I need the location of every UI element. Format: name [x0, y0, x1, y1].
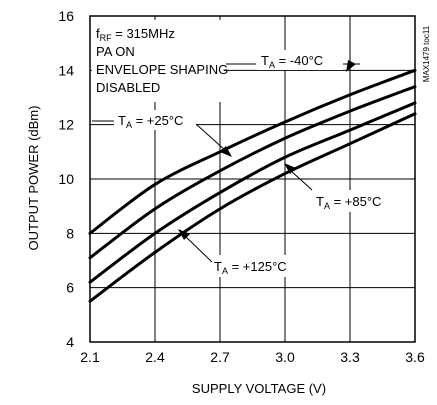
annotation-plus125: TA = +125°C [178, 229, 306, 277]
frequency-value: = 315MHz [112, 26, 175, 41]
annotation-minus40-value: = -40°C [275, 53, 323, 68]
side-label: MAX1479 toc11 [422, 25, 431, 82]
annotation-minus40-t: T [261, 53, 269, 68]
annotation-plus85-background [312, 190, 398, 212]
annotation-plus85-leader [289, 169, 313, 191]
conditions-block: fRF = 315MHz PA ON ENVELOPE SHAPING DISA… [92, 20, 228, 102]
annotation-plus125-leader [184, 235, 213, 263]
annotation-plus125-value: = +125°C [228, 259, 287, 274]
x-axis-title: SUPPLY VOLTAGE (V) [192, 381, 326, 396]
frequency-subscript: RF [100, 33, 112, 43]
annotation-plus85-label: TA = +85°C [316, 194, 381, 211]
condition-envelope-shaping: ENVELOPE SHAPING [96, 62, 228, 77]
annotation-plus25-value: = +25°C [132, 113, 183, 128]
x-tick-label: 3.0 [275, 349, 295, 365]
y-tick-label: 12 [58, 117, 74, 133]
y-tick-label: 10 [58, 171, 74, 187]
series-line-0 [88, 68, 417, 235]
annotation-plus25-t: T [118, 113, 126, 128]
annotation-plus85-arrow [284, 163, 296, 174]
annotation-plus125-t: T [214, 259, 222, 274]
annotation-plus25-background [114, 110, 196, 130]
conditions-background [92, 20, 224, 102]
annotation-plus85: TA = +85°C [284, 163, 398, 212]
annotation-minus40-sub: A [269, 60, 275, 70]
annotation-minus40: TA = -40°C [226, 50, 360, 72]
y-tick-label: 14 [58, 62, 74, 78]
series-line-2 [88, 101, 417, 284]
y-tick-label: 6 [66, 280, 74, 296]
x-tick-label: 2.4 [145, 349, 165, 365]
side-label-background [418, 16, 432, 88]
annotation-plus125-arrow [178, 229, 190, 240]
annotation-plus125-label: TA = +125°C [214, 259, 287, 276]
x-tick-label: 2.1 [80, 349, 100, 365]
annotation-plus25-arrow [220, 146, 232, 157]
condition-frequency: fRF = 315MHz [96, 26, 175, 43]
y-tick-label: 8 [66, 225, 74, 241]
annotation-plus85-t: T [316, 194, 324, 209]
annotation-minus40-label: TA = -40°C [261, 53, 323, 70]
series-lines [88, 68, 417, 303]
x-tick-labels: 2.1 2.4 2.7 3.0 3.3 3.6 [80, 349, 425, 365]
condition-pa-on: PA ON [96, 44, 135, 59]
annotation-plus85-sub: A [324, 201, 330, 211]
annotation-plus25-leader [195, 123, 227, 152]
condition-disabled: DISABLED [96, 80, 160, 95]
annotation-minus40-arrow [346, 60, 356, 72]
y-tick-label: 4 [66, 334, 74, 350]
y-tick-labels: 4 6 8 10 12 14 16 [58, 8, 74, 350]
annotation-plus125-background [212, 255, 306, 277]
series-line-1 [88, 85, 417, 260]
y-axis-title: OUTPUT POWER (dBm) [26, 106, 41, 251]
annotation-plus25-sub: A [126, 120, 132, 130]
x-tick-label: 2.7 [210, 349, 230, 365]
x-tick-label: 3.6 [405, 349, 425, 365]
x-tick-label: 3.3 [340, 349, 360, 365]
y-tick-label: 16 [58, 8, 74, 24]
annotation-plus25: TA = +25°C [92, 110, 232, 157]
plot-area-frame [89, 15, 416, 343]
annotation-plus125-sub: A [222, 266, 228, 276]
annotation-plus85-value: = +85°C [330, 194, 381, 209]
series-line-3 [88, 112, 417, 303]
annotation-plus25-label: TA = +25°C [118, 113, 183, 130]
frequency-symbol: f [96, 26, 100, 41]
annotation-minus40-background [257, 50, 343, 70]
